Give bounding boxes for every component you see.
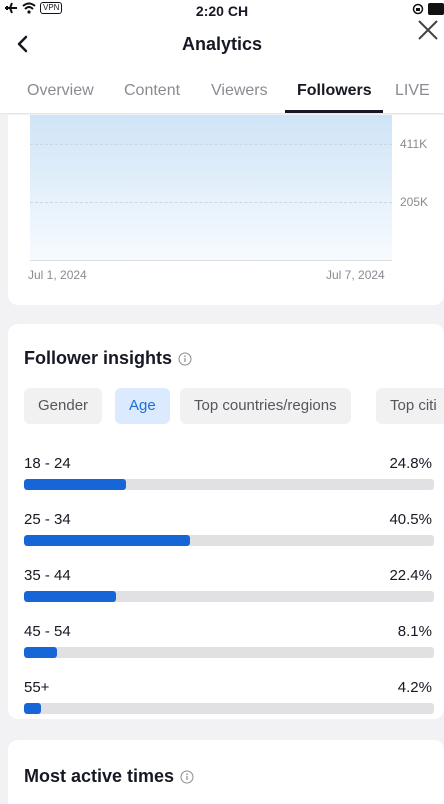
gridline <box>30 144 392 145</box>
tab-viewers[interactable]: Viewers <box>211 82 268 99</box>
age-percent: 22.4% <box>389 567 432 584</box>
info-icon[interactable] <box>178 352 192 366</box>
age-bar-fill <box>24 535 191 546</box>
age-label: 55+ <box>24 679 50 696</box>
close-icon[interactable] <box>414 16 442 44</box>
most-active-times-heading: Most active times <box>24 766 194 787</box>
age-bar-fill <box>24 703 42 714</box>
gridline <box>30 202 392 203</box>
battery-icon <box>428 3 444 15</box>
age-percent: 4.2% <box>397 679 432 696</box>
chip-top-cities[interactable]: Top citi <box>376 388 444 424</box>
age-bar-track <box>24 703 434 714</box>
age-bar-track <box>24 591 434 602</box>
back-icon[interactable] <box>10 30 38 58</box>
follower-insights-heading: Follower insights <box>24 348 192 369</box>
status-time: 2:20 CH <box>195 3 249 19</box>
tab-bar: Overview Content Viewers Followers LIVE <box>0 68 444 114</box>
age-percent: 8.1% <box>397 623 432 640</box>
section-title: Most active times <box>24 766 175 786</box>
y-tick-label: 411K <box>400 137 428 151</box>
wifi-icon <box>22 2 36 14</box>
age-label: 18 - 24 <box>24 455 71 472</box>
orientation-lock-icon <box>412 3 424 15</box>
follower-area-chart <box>30 115 392 261</box>
follower-insights-card: Follower insights Gender Age Top countri… <box>8 324 444 719</box>
y-tick-label: 205K <box>400 195 429 209</box>
age-bar-track <box>24 535 434 546</box>
age-bar-fill <box>24 479 126 490</box>
age-bar-track <box>24 647 434 658</box>
tab-live[interactable]: LIVE <box>395 82 430 99</box>
age-bar-fill <box>24 647 58 658</box>
status-icons-right <box>412 3 444 15</box>
page-title: Analytics <box>181 34 263 54</box>
active-tab-indicator <box>285 110 383 113</box>
vpn-badge: VPN <box>40 2 63 14</box>
status-bar: VPN 2:20 CH <box>0 0 444 20</box>
age-label: 35 - 44 <box>24 567 71 584</box>
x-tick-label: Jul 1, 2024 <box>28 268 87 282</box>
age-label: 25 - 34 <box>24 511 71 528</box>
age-bar-track <box>24 479 434 490</box>
age-bar-fill <box>24 591 116 602</box>
chip-top-countries[interactable]: Top countries/regions <box>180 388 351 424</box>
age-percent: 24.8% <box>389 455 432 472</box>
chip-gender[interactable]: Gender <box>24 388 103 424</box>
section-title: Follower insights <box>24 348 173 368</box>
tab-content[interactable]: Content <box>124 82 181 99</box>
tab-followers[interactable]: Followers <box>297 82 372 99</box>
status-icons-left: VPN <box>4 2 63 14</box>
info-icon[interactable] <box>180 770 194 784</box>
age-percent: 40.5% <box>389 511 432 528</box>
follower-trend-card: 411K 205K Jul 1, 2024 Jul 7, 2024 <box>8 115 444 305</box>
app-header: Analytics <box>0 20 444 68</box>
age-label: 45 - 54 <box>24 623 71 640</box>
airplane-icon <box>5 2 17 14</box>
tab-overview[interactable]: Overview <box>27 82 94 99</box>
x-tick-label: Jul 7, 2024 <box>326 268 385 282</box>
chip-age[interactable]: Age <box>115 388 170 424</box>
most-active-times-card: Most active times <box>8 740 444 804</box>
